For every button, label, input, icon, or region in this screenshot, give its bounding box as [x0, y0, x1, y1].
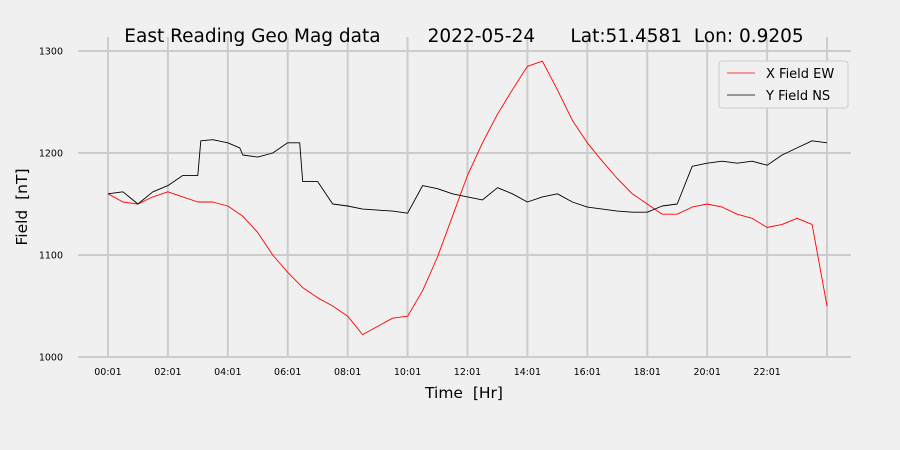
grid	[78, 37, 851, 358]
y-axis-label: Field [nT]	[13, 168, 31, 245]
legend-label-x-field: X Field EW	[766, 67, 834, 82]
legend-label-y-field: Y Field NS	[765, 89, 830, 104]
x-tick-label: 02:01	[154, 367, 181, 378]
y-tick-label: 1100	[39, 251, 63, 262]
y-tick-label: 1200	[39, 149, 63, 160]
x-tick-label: 14:01	[514, 367, 541, 378]
y-tick-label: 1000	[39, 353, 63, 364]
x-tick-label: 06:01	[274, 367, 301, 378]
x-tick-label: 00:01	[94, 367, 121, 378]
tick-labels: 00:01 02:01 04:01 06:01 08:01 10:01 12:01 14:01…	[39, 47, 781, 379]
x-tick-label: 08:01	[334, 367, 361, 378]
x-tick-label: 04:01	[214, 367, 241, 378]
series-line-y-field-ns	[107, 139, 828, 214]
series-lines	[107, 60, 828, 336]
x-axis-label: Time [Hr]	[424, 384, 503, 402]
chart-title: East Reading Geo Mag data 2022-05-24 Lat…	[124, 26, 803, 47]
x-tick-label: 10:01	[394, 367, 421, 378]
x-tick-label: 18:01	[634, 367, 661, 378]
x-tick-label: 12:01	[454, 367, 481, 378]
series-line-x-field-ew	[107, 60, 828, 336]
x-tick-label: 22:01	[753, 367, 780, 378]
x-tick-label: 16:01	[574, 367, 601, 378]
legend: X Field EW Y Field NS	[718, 60, 849, 109]
x-tick-label: 20:01	[693, 367, 720, 378]
y-tick-label: 1300	[39, 47, 63, 58]
